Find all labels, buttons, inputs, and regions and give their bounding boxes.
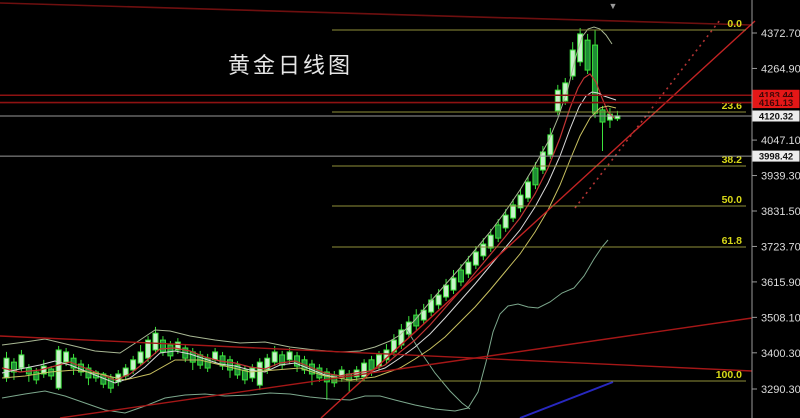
- candle-body: [145, 339, 152, 359]
- candle-body: [167, 344, 174, 357]
- candle-body: [63, 351, 70, 363]
- candle-body: [584, 39, 591, 71]
- trendline-5[interactable]: [519, 381, 614, 418]
- candle-body: [189, 351, 196, 363]
- axis-tick-label: 3508.10: [761, 312, 800, 324]
- candle-body: [502, 214, 509, 229]
- candle-body: [361, 362, 368, 378]
- axis-tick-label: 3400.30: [761, 348, 800, 360]
- candle-body: [33, 371, 40, 381]
- candle-body: [159, 339, 166, 353]
- price-axis: 4372.70 4264.90 4047.10 3939.30 3831.50 3723.…: [751, 0, 800, 418]
- price-badge-text: 4120.32: [759, 112, 793, 123]
- candlestick-series: [3, 27, 621, 400]
- candle-body: [472, 251, 479, 266]
- price-badge: 4120.32: [752, 110, 800, 123]
- candle-body: [577, 33, 584, 63]
- price-badge-bg: [752, 89, 800, 101]
- price-badge-text: 4161.13: [759, 98, 793, 109]
- candle-body: [241, 369, 248, 381]
- candle-body: [450, 277, 457, 291]
- fib-label: 100.0: [716, 369, 742, 381]
- candle-body: [569, 49, 576, 77]
- candle-body: [376, 354, 382, 367]
- axis-tick-label: 4372.70: [761, 28, 800, 40]
- candle-body: [465, 261, 472, 275]
- candle-body: [480, 243, 487, 257]
- current-bar-marker-icon: ▼: [609, 1, 618, 11]
- candle-body: [249, 367, 256, 379]
- trendline-0[interactable]: [0, 2, 753, 26]
- axis-tick-label: 3831.50: [761, 206, 800, 218]
- price-badge-bg: [752, 150, 800, 162]
- candle-body: [55, 349, 62, 389]
- candle-body: [368, 359, 375, 371]
- candle-body: [279, 354, 286, 366]
- candle-body: [428, 299, 435, 313]
- candle-body: [457, 269, 464, 283]
- trendlines: [0, 2, 756, 418]
- axis-tick-label: 3939.30: [761, 171, 800, 183]
- chart-title: 黄金日线图: [228, 54, 353, 79]
- candle-body: [517, 194, 524, 209]
- trendline-3[interactable]: [320, 20, 756, 418]
- candle-body: [271, 351, 278, 363]
- price-level-lines: [0, 94, 752, 157]
- axis-tick-label: 3290.30: [761, 384, 800, 396]
- fib-label: 38.2: [722, 154, 743, 166]
- candle-body: [174, 341, 181, 351]
- candle-body: [562, 82, 569, 102]
- candle-body: [525, 181, 531, 199]
- candle-body: [152, 332, 159, 351]
- trendline-2[interactable]: [59, 317, 753, 418]
- candle-body: [554, 89, 561, 112]
- candle-body: [510, 204, 517, 219]
- red-ma-line: [1, 73, 615, 381]
- upper-band-line: [1, 26, 613, 354]
- candle-body: [130, 359, 137, 371]
- axis-tick-label: 3723.70: [761, 241, 800, 253]
- price-badge: 4183.44: [752, 89, 800, 102]
- fib-label: 61.8: [722, 235, 743, 247]
- candle-body: [256, 361, 263, 386]
- candle-body: [413, 314, 420, 327]
- fib-label: 50.0: [722, 194, 743, 206]
- price-badge-text: 4183.44: [759, 91, 794, 102]
- candle-body: [286, 351, 293, 361]
- candle-body: [137, 351, 144, 364]
- candle-body: [383, 349, 390, 361]
- price-badge-text: 3998.42: [759, 152, 793, 163]
- candle-body: [532, 167, 539, 186]
- candle-body: [443, 284, 450, 298]
- yellow-ma-line: [1, 105, 617, 381]
- fib-label: 0.0: [727, 18, 742, 30]
- lower-band-line: [1, 239, 609, 414]
- price-badge: 4161.13: [752, 97, 800, 109]
- candle-body: [495, 224, 502, 239]
- axis-tick-label: 3615.90: [761, 277, 800, 289]
- price-badge-bg: [752, 110, 800, 122]
- candle-body: [18, 354, 25, 369]
- price-badge-bg: [752, 97, 800, 109]
- axis-tick-label: 4264.90: [761, 63, 800, 75]
- band-dip-line: [406, 329, 471, 410]
- candle-body: [264, 357, 271, 371]
- price-badge: 3998.42: [752, 150, 800, 163]
- candle-body: [435, 294, 442, 306]
- candle-body: [487, 234, 494, 249]
- axis-tick-label: 4047.10: [761, 135, 800, 147]
- candle-body: [547, 134, 554, 156]
- candle-body: [10, 361, 17, 373]
- trendline-1[interactable]: [0, 335, 753, 372]
